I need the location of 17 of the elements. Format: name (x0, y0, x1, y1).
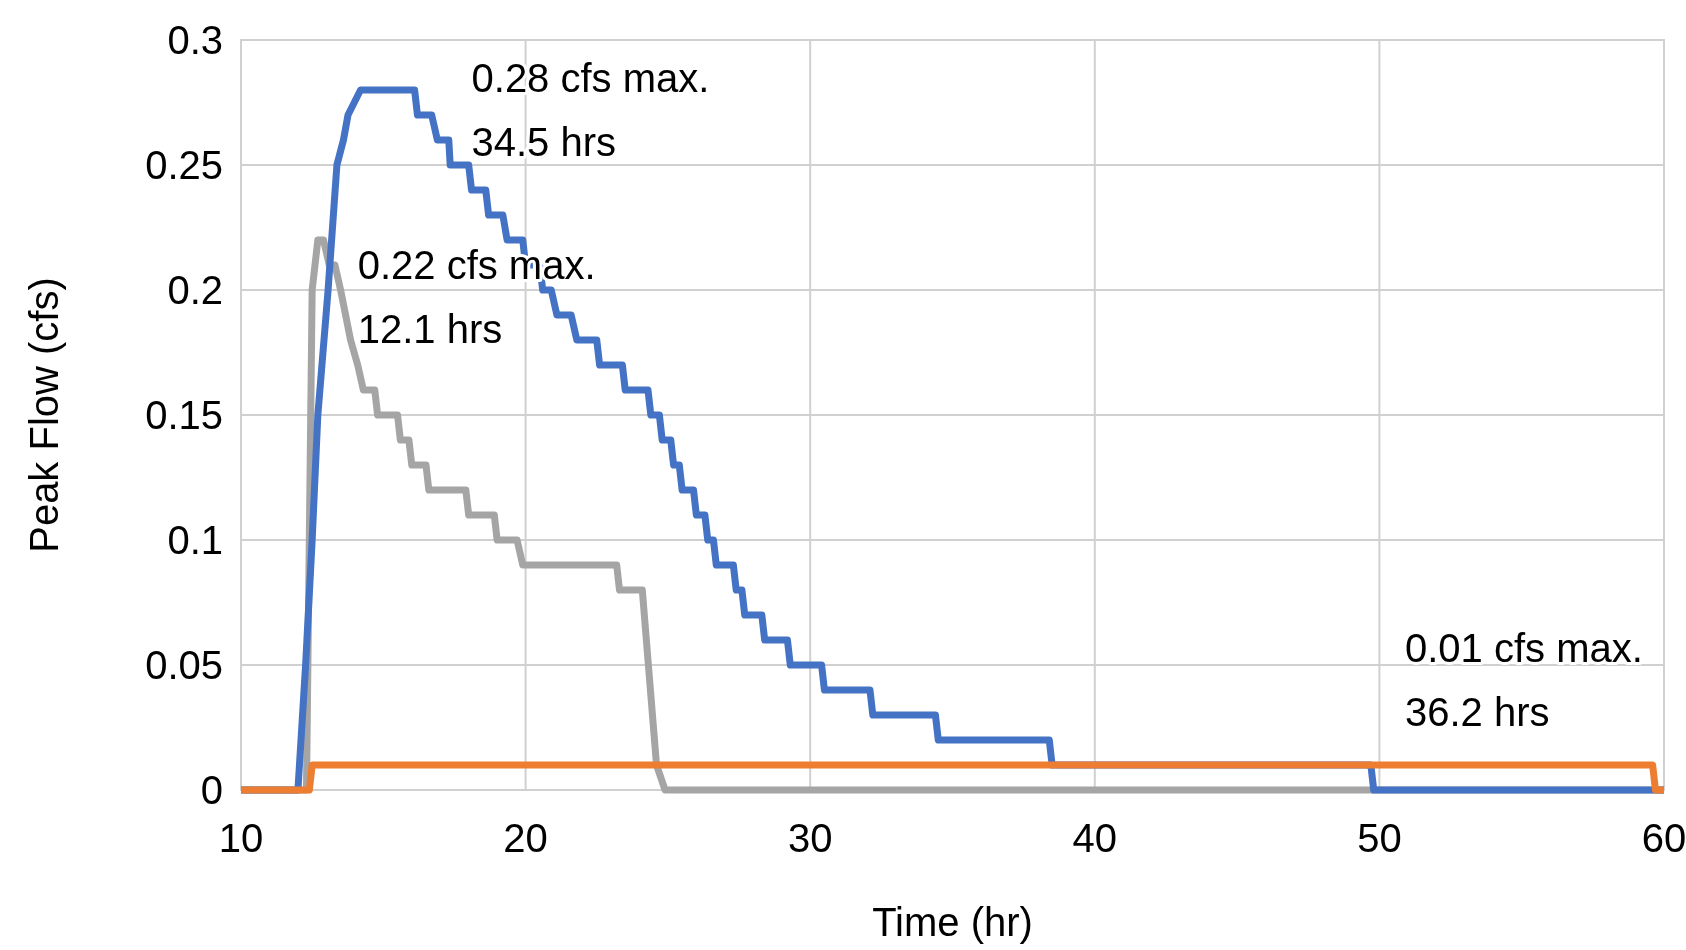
x-axis-title: Time (hr) (872, 900, 1033, 944)
x-tick-label: 30 (787, 816, 833, 860)
y-axis-title: Peak Flow (cfs) (22, 277, 66, 553)
x-tick-label: 40 (1072, 816, 1118, 860)
y-tick-label: 0 (200, 768, 223, 812)
y-tick-label: 0.3 (167, 18, 223, 62)
x-tick-label: 60 (1641, 816, 1686, 860)
annotation: 0.28 cfs max. 34.5 hrs (471, 55, 710, 164)
y-tick-label: 0.25 (145, 143, 223, 187)
x-tick-label: 50 (1357, 816, 1402, 860)
annotation: 0.01 cfs max. 36.2 hrs (1405, 625, 1643, 734)
x-tick-label: 20 (503, 816, 548, 860)
y-tick-label: 0.2 (167, 268, 223, 312)
y-tick-label: 0.1 (167, 518, 223, 562)
y-tick-label: 0.15 (145, 393, 223, 437)
y-tick-label: 0.05 (145, 643, 223, 687)
x-tick-label: 10 (218, 816, 264, 860)
